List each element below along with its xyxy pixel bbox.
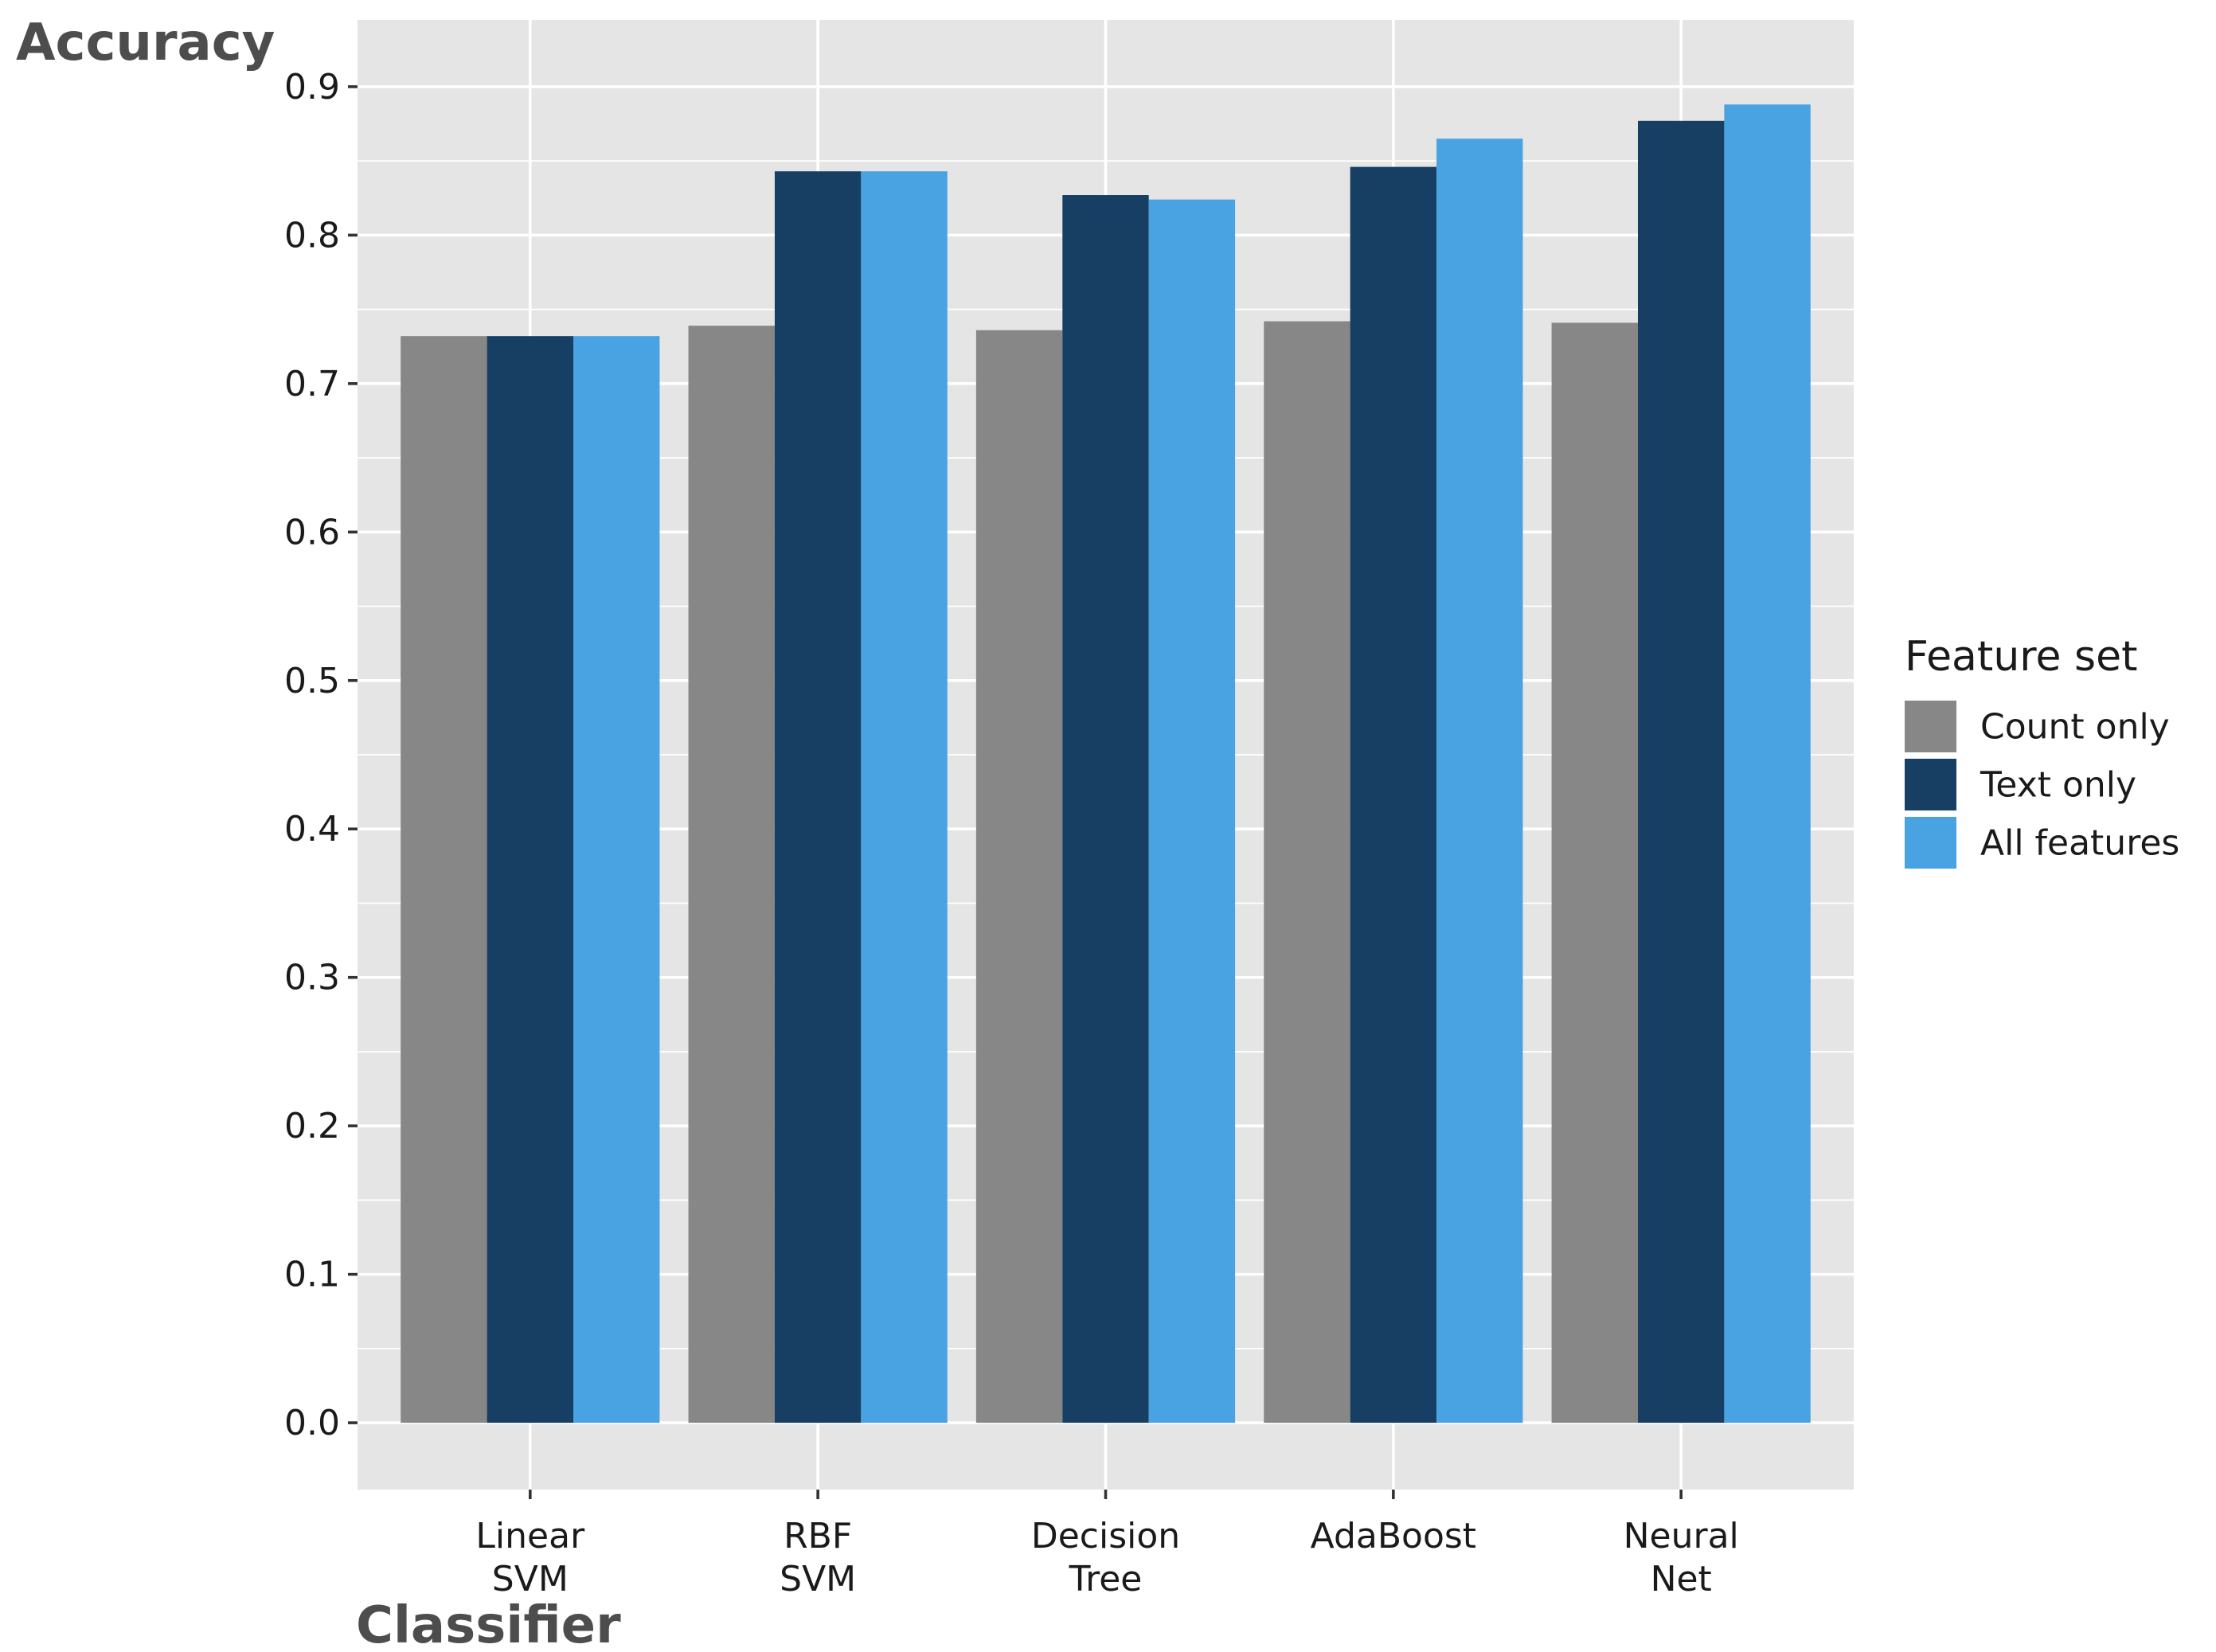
bar-all-features: [861, 171, 948, 1424]
y-tick-label: 0.5: [284, 661, 340, 701]
y-tick-label: 0.8: [284, 215, 340, 256]
legend-label: All features: [1980, 823, 2179, 864]
bar-text-only: [1637, 120, 1725, 1424]
x-axis-title: Classifier: [356, 1596, 621, 1652]
legend: Feature set Count only Text only All featu…: [1905, 633, 2179, 869]
y-axis-title: Accuracy: [16, 14, 275, 72]
x-tick-label: Linear SVM: [475, 1516, 585, 1599]
bars: [401, 104, 1811, 1424]
y-tick-label: 0.1: [284, 1255, 340, 1295]
legend-items: Count only Text only All features: [1905, 701, 2179, 869]
bar-count-only: [975, 330, 1063, 1424]
bar-text-only: [1350, 166, 1437, 1424]
bar-count-only: [401, 336, 487, 1424]
y-tick-label: 0.7: [284, 364, 340, 404]
legend-label: Count only: [1980, 707, 2170, 748]
y-tick-label: 0.6: [284, 512, 340, 553]
bar-all-features: [1436, 139, 1523, 1424]
bar-all-features: [1148, 199, 1236, 1424]
y-tick-label: 0.9: [284, 67, 340, 107]
bar-count-only: [688, 326, 775, 1424]
bar-count-only: [1551, 322, 1638, 1424]
y-tick-label: 0.0: [284, 1403, 340, 1443]
legend-key-count-only: [1905, 701, 1956, 752]
x-tick-label: Neural Net: [1624, 1516, 1739, 1599]
x-tick-label: Decision Tree: [1031, 1516, 1180, 1599]
x-axis: Linear SVM RBF SVM Decision Tree AdaBoost Neura…: [475, 1490, 1739, 1599]
bar-all-features: [1724, 104, 1811, 1424]
y-axis: 0.0 0.1 0.2 0.3 0.4 0.5 0.6 0.7 0.8 0.9: [284, 67, 358, 1443]
bar-all-features: [573, 336, 660, 1424]
bar-count-only: [1264, 321, 1350, 1424]
bar-text-only: [1062, 195, 1149, 1424]
bar-text-only: [487, 336, 574, 1424]
legend-key-all-features: [1905, 817, 1956, 869]
legend-title: Feature set: [1905, 633, 2138, 681]
x-tick-label: AdaBoost: [1311, 1516, 1476, 1556]
y-tick-label: 0.3: [284, 958, 340, 998]
y-tick-label: 0.2: [284, 1106, 340, 1146]
legend-key-text-only: [1905, 759, 1956, 810]
x-tick-label: RBF SVM: [780, 1516, 856, 1599]
bar-text-only: [774, 171, 862, 1424]
y-tick-label: 0.4: [284, 809, 340, 849]
legend-label: Text only: [1980, 765, 2136, 806]
